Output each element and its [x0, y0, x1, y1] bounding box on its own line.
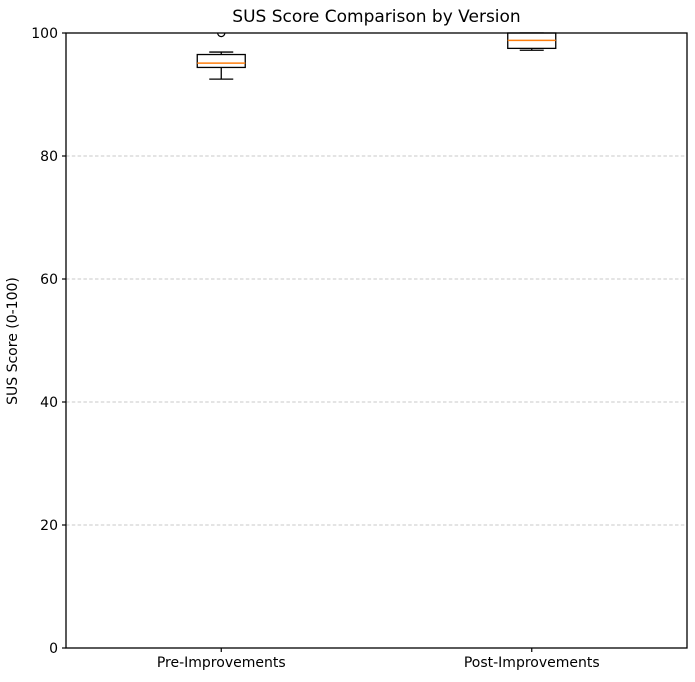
boxplot-pre-improvements [196, 33, 246, 80]
y-tick-label-40: 40 [40, 395, 58, 411]
y-tick-label-60: 60 [40, 272, 58, 288]
boxplot-post-improvements [507, 32, 557, 51]
iqr-box [196, 53, 246, 69]
x-tick-label-pre-improvements: Pre-Improvements [157, 655, 286, 671]
x-tick-label-post-improvements: Post-Improvements [464, 655, 600, 671]
y-tick-label-0: 0 [49, 641, 58, 657]
chart-title: SUS Score Comparison by Version [232, 7, 521, 27]
y-tick-label-100: 100 [31, 26, 58, 42]
outlier-marker [217, 33, 226, 38]
y-tick-label-20: 20 [40, 518, 58, 534]
axes-frame [65, 32, 688, 649]
y-tick-label-80: 80 [40, 149, 58, 165]
